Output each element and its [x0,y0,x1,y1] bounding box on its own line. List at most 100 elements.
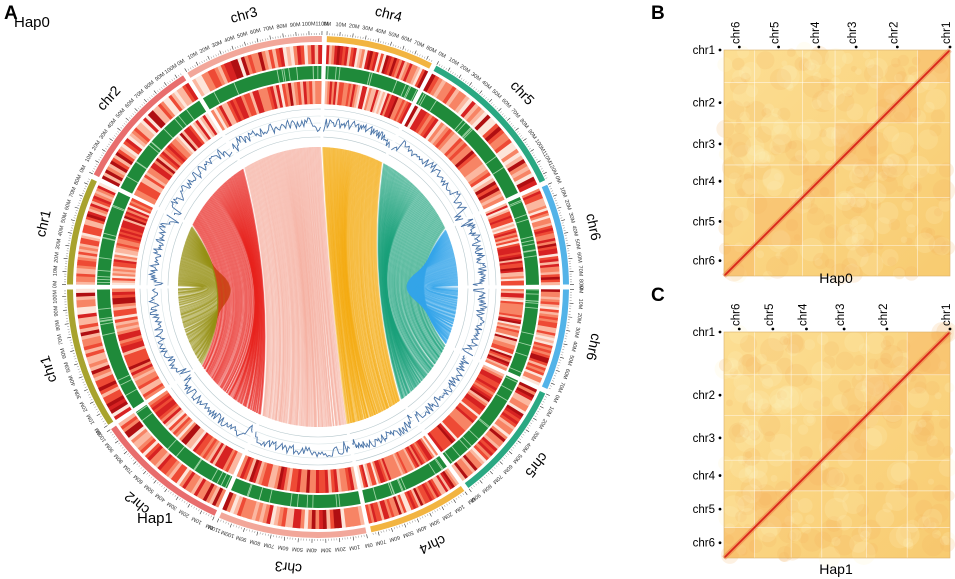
line-series-chr5-hap0 [391,140,468,222]
contact-texture [849,534,868,553]
contact-texture [742,178,759,195]
contact-texture [788,140,797,150]
gene-density-bin [534,227,554,236]
tick-mark [84,182,88,185]
gene-density-bin [409,66,421,86]
repeat-density-bin [140,178,163,194]
contact-texture [906,519,919,533]
gene-density-bin [86,351,106,362]
repeat-density-bin [125,210,148,222]
synteny-link-chr3 [271,154,297,425]
col-tick [777,45,780,49]
gene-density-bin [496,142,515,157]
synteny-link-chr2 [198,212,233,378]
minor-tick [143,102,146,104]
repeat-density-bin [122,219,146,230]
gene-density-bin [398,61,409,81]
tick-mark [96,413,101,417]
gc-gap [515,351,528,357]
contact-texture [801,180,812,191]
contact-texture [767,229,791,253]
contact-texture [775,252,782,259]
repeat-density-bin [474,180,497,196]
repeat-density-bin [275,84,284,108]
contact-texture [865,542,878,556]
contact-texture [842,86,853,97]
tick-label: 70M [263,25,275,33]
minor-tick [454,73,456,76]
gc-gap [509,201,522,207]
gene-density-bin [534,339,554,347]
minor-tick [477,481,480,484]
chromosome-label: chr5 [507,77,538,108]
gene-density-bin [536,329,556,337]
tick-mark [187,503,191,508]
tick-label: 100M [220,528,235,539]
gene-density-bin [431,477,444,496]
repeat-density-bin [117,329,141,339]
repeat-density-bin [490,219,514,230]
minor-tick [193,506,195,509]
tick-label: 60M [388,534,400,543]
minor-tick [251,530,253,533]
gc-gap [193,458,202,471]
tick-label: 10M [190,515,203,525]
tick-label: 60M [400,35,412,44]
repeat-density-bin [387,96,400,119]
synteny-link-chr2 [203,205,242,384]
gene-density-bin [254,52,263,72]
tick-mark [175,496,179,501]
contact-texture [729,324,749,344]
synteny-link-chr3 [272,154,298,426]
contact-texture [926,164,937,175]
repeat-density-bin [465,393,486,409]
contact-texture [880,344,904,368]
synteny-link-chr3 [264,157,291,424]
contact-texture [744,523,751,531]
gene-density-bin [92,367,112,379]
repeat-density-bin [347,467,355,491]
minor-tick [508,121,511,123]
contact-texture [763,270,773,281]
minor-tick [220,519,222,522]
repeat-density-bin [499,306,523,312]
gene-density-bin [536,237,556,245]
minor-tick [222,520,225,523]
row-label: chr2 [693,98,715,110]
repeat-density-bin [468,169,490,186]
repeat-density-bin [414,441,429,462]
gene-density-bin [400,62,411,81]
gene-density-bin [136,124,153,140]
repeat-density-bin [136,186,159,201]
tick-label: 10M [86,413,97,426]
repeat-density-bin [353,84,361,108]
repeat-density-bin [270,465,279,489]
minor-tick [95,163,98,165]
minor-tick [531,152,534,154]
line-grid [323,129,390,148]
repeat-density-bin [472,383,494,399]
contact-texture [814,258,823,267]
contact-texture [892,350,910,368]
gc-gap [125,388,138,396]
repeat-density-bin [113,307,137,314]
synteny-link-chr5 [394,198,432,370]
gene-density-bin [376,501,385,521]
minor-tick [238,526,240,529]
minor-tick [161,87,163,89]
gene-density-bin [111,157,130,171]
repeat-density-bin [432,126,450,147]
tick-label: 90M [104,441,116,453]
gene-density-bin [532,220,552,229]
repeat-density-bin [162,406,182,425]
gc-gap [505,376,518,383]
contact-texture [798,58,811,71]
gc-gap [428,462,436,475]
contact-texture [747,390,771,414]
minor-tick [538,163,541,165]
minor-tick [77,368,80,370]
gc-gap [468,429,479,440]
repeat-density-bin [393,99,406,122]
repeat-density-bin [272,85,281,109]
gene-density-bin [111,403,130,417]
